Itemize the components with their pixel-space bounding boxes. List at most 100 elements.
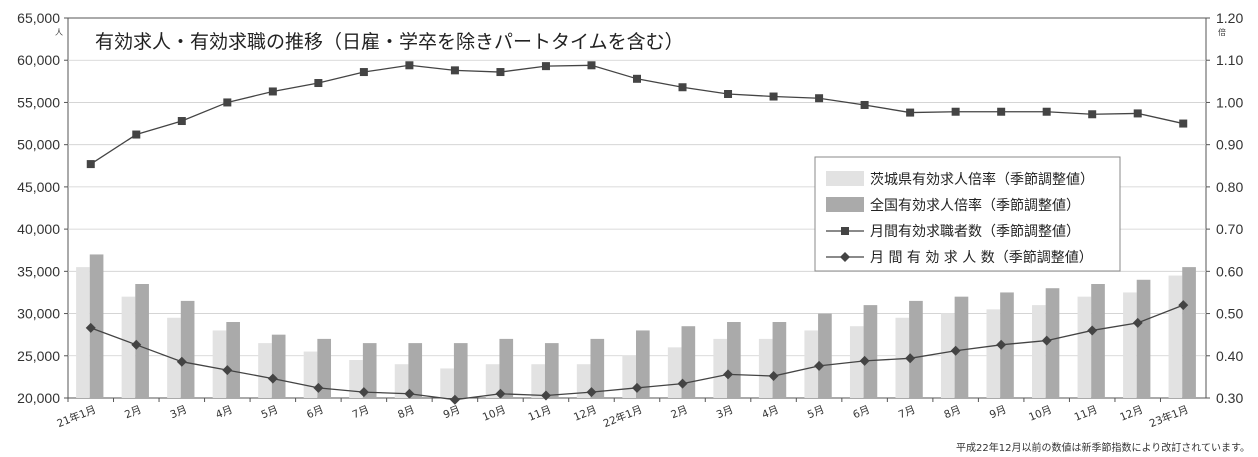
x-tick-label: 4月 <box>214 404 234 422</box>
chart-title: 有効求人・有効求職の推移（日雇・学卒を除きパートタイムを含む） <box>95 31 684 53</box>
left-tick-label: 55,000 <box>17 94 60 110</box>
bar-ibaraki-ratio <box>941 314 955 398</box>
right-axis-unit: 倍 <box>1218 27 1226 37</box>
x-axis-ticks: 21年1月 2月 3月 4月 5月 6月 7月 8月 9月 10月 11月 12月 22年1月 2月 3月 4… <box>55 398 1190 430</box>
bar-ibaraki-ratio <box>668 347 682 398</box>
point-job-seekers <box>770 93 778 101</box>
bar-ibaraki-ratio <box>440 368 454 398</box>
bar-national-ratio <box>727 322 741 398</box>
right-tick-label: 0.40 <box>1216 348 1243 364</box>
x-tick-label: 7月 <box>351 404 371 422</box>
bar-national-ratio <box>499 339 513 398</box>
left-tick-label: 35,000 <box>17 263 60 279</box>
left-tick-label: 25,000 <box>17 348 60 364</box>
point-job-seekers <box>1179 120 1187 128</box>
x-tick-label: 5月 <box>260 404 280 422</box>
bar-national-ratio <box>408 343 422 398</box>
bar-ibaraki-ratio <box>987 309 1001 398</box>
point-job-seekers <box>178 117 186 125</box>
left-tick-label: 65,000 <box>17 10 60 26</box>
right-tick-label: 0.60 <box>1216 263 1243 279</box>
x-tick-label: 8月 <box>396 404 416 422</box>
bar-national-ratio <box>864 305 878 398</box>
point-job-seekers <box>724 90 732 98</box>
bar-ibaraki-ratio <box>258 343 272 398</box>
bar-ibaraki-ratio <box>713 339 727 398</box>
bar-ibaraki-ratio <box>1123 292 1137 398</box>
point-job-seekers <box>1088 110 1096 118</box>
bar-ibaraki-ratio <box>213 330 227 398</box>
point-job-seekers <box>360 68 368 76</box>
right-axis-ticks: 0.300.400.500.600.700.800.901.001.101.20 <box>1206 10 1243 406</box>
left-tick-label: 20,000 <box>17 390 60 406</box>
x-tick-label: 22年1月 <box>601 403 644 430</box>
bar-national-ratio <box>773 322 787 398</box>
footnote: 平成22年12月以前の数値は新季節指数により改訂されています。 <box>956 441 1250 454</box>
bar-national-ratio <box>545 343 559 398</box>
point-job-seekers <box>451 66 459 74</box>
left-tick-label: 50,000 <box>17 137 60 153</box>
point-job-seekers <box>906 109 914 117</box>
left-tick-label: 30,000 <box>17 306 60 322</box>
bar-national-ratio <box>1091 284 1105 398</box>
x-tick-label: 7月 <box>897 404 917 422</box>
left-tick-label: 60,000 <box>17 52 60 68</box>
point-job-seekers <box>223 98 231 106</box>
point-job-seekers <box>997 108 1005 116</box>
bar-ibaraki-ratio <box>622 356 636 398</box>
legend-label-openings: 月 間 有 効 求 人 数（季節調整値） <box>870 249 1093 266</box>
bar-national-ratio <box>181 301 195 398</box>
bar-national-ratio <box>818 314 832 398</box>
right-tick-label: 1.00 <box>1216 94 1243 110</box>
x-tick-label: 9月 <box>988 404 1008 422</box>
x-tick-label: 12月 <box>572 404 599 424</box>
point-job-seekers <box>587 61 595 69</box>
point-job-seekers <box>861 101 869 109</box>
legend: 茨城県有効求人倍率（季節調整値） 全国有効求人倍率（季節調整値） 月間有効求職者… <box>815 157 1120 271</box>
point-job-seekers <box>679 83 687 91</box>
point-job-seekers <box>952 108 960 116</box>
point-job-seekers <box>1043 108 1051 116</box>
bar-national-ratio <box>1182 267 1196 398</box>
x-tick-label: 11月 <box>1073 404 1100 424</box>
bar-ibaraki-ratio <box>531 364 545 398</box>
point-job-seekers <box>542 62 550 70</box>
right-tick-label: 0.70 <box>1216 221 1243 237</box>
left-axis-unit: 人 <box>55 28 63 37</box>
point-job-seekers <box>269 87 277 95</box>
x-tick-label: 9月 <box>442 404 462 422</box>
x-tick-label: 12月 <box>1118 404 1145 424</box>
x-tick-label: 2月 <box>669 404 689 422</box>
legend-swatch-ibaraki <box>826 171 864 186</box>
legend-label-ibaraki: 茨城県有効求人倍率（季節調整値） <box>870 171 1094 188</box>
right-tick-label: 1.10 <box>1216 52 1243 68</box>
x-tick-label: 4月 <box>760 404 780 422</box>
bar-national-ratio <box>454 343 468 398</box>
x-tick-label: 10月 <box>481 404 508 424</box>
x-tick-label: 6月 <box>851 404 871 422</box>
right-tick-label: 0.80 <box>1216 179 1243 195</box>
x-tick-label: 8月 <box>942 404 962 422</box>
legend-swatch-national <box>826 197 864 212</box>
bar-national-ratio <box>272 335 286 398</box>
point-job-seekers <box>496 68 504 76</box>
bar-national-ratio <box>226 322 240 398</box>
right-tick-label: 0.30 <box>1216 390 1243 406</box>
point-job-seekers <box>87 160 95 168</box>
x-tick-label: 3月 <box>168 404 188 422</box>
bar-national-ratio <box>909 301 923 398</box>
x-tick-label: 2月 <box>123 404 143 422</box>
legend-label-seekers: 月間有効求職者数（季節調整値） <box>870 223 1080 240</box>
bar-national-ratio <box>1137 280 1151 398</box>
x-tick-label: 5月 <box>806 404 826 422</box>
right-tick-label: 1.20 <box>1216 10 1243 26</box>
x-tick-label: 23年1月 <box>1147 403 1190 430</box>
left-tick-label: 45,000 <box>17 179 60 195</box>
bar-ibaraki-ratio <box>1169 276 1183 398</box>
point-job-seekers <box>633 75 641 83</box>
x-tick-label: 21年1月 <box>55 403 98 430</box>
point-job-seekers <box>1134 109 1142 117</box>
point-job-seekers <box>405 61 413 69</box>
bar-ibaraki-ratio <box>1032 305 1046 398</box>
